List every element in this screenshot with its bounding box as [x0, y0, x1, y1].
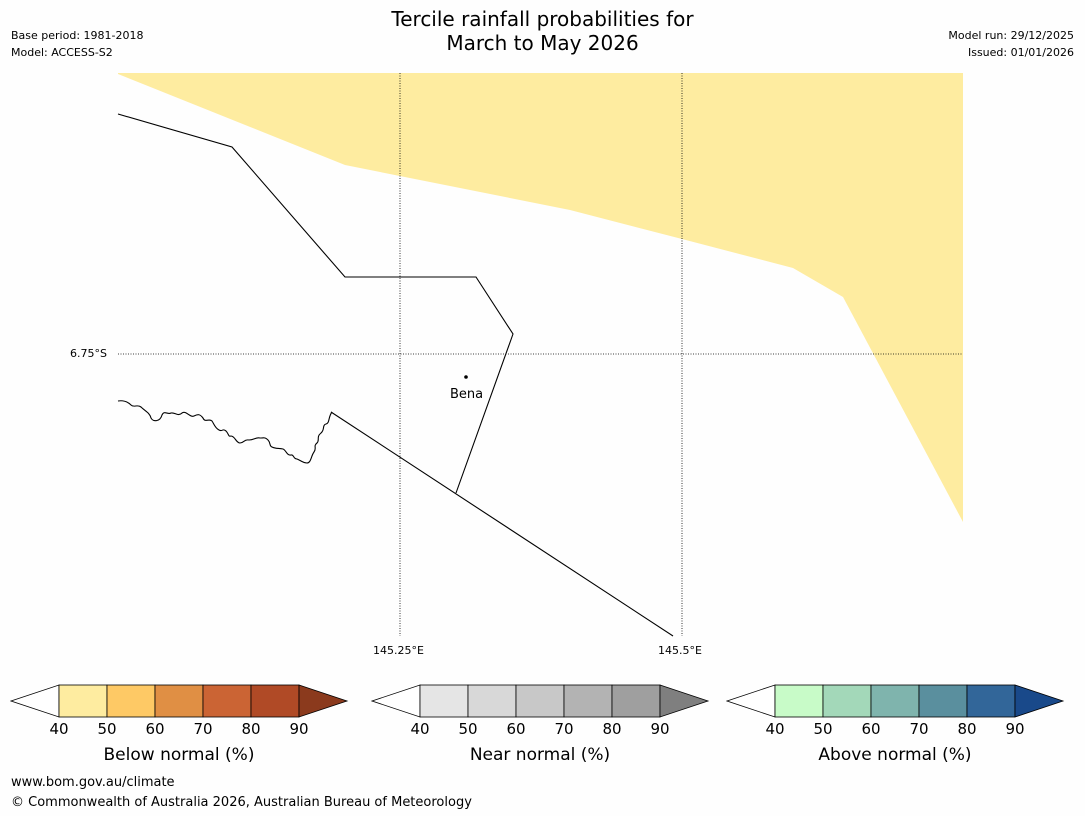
map-canvas: [117, 73, 963, 637]
town-marker: [464, 375, 468, 379]
province-boundary: [117, 113, 514, 494]
model-run: Model run: 29/12/2025: [948, 29, 1074, 42]
tick-label: 50: [97, 720, 117, 738]
tick-label: 70: [909, 720, 929, 738]
lon-label-1: 145.25°E: [373, 644, 424, 657]
tick-label: 40: [49, 720, 69, 738]
tick-label: 90: [289, 720, 309, 738]
issued-date: Issued: 01/01/2026: [967, 46, 1074, 59]
colorbar-extend-low: [371, 684, 421, 718]
colorbar-extend-low: [10, 684, 60, 718]
tick-label: 90: [1005, 720, 1025, 738]
lat-label: 6.75°S: [70, 347, 107, 360]
colorbar-near-label: Near normal (%): [469, 745, 611, 765]
tick-label: 90: [650, 720, 670, 738]
tick-label: 40: [765, 720, 785, 738]
tick-label: 60: [506, 720, 526, 738]
colorbar-segment: [467, 684, 517, 718]
colorbar-segment: [515, 684, 565, 718]
colorbar-segment: [966, 684, 1016, 718]
colorbar-segment: [419, 684, 469, 718]
town-label: Bena: [450, 387, 484, 402]
title-line-1: Tercile rainfall probabilities for: [391, 7, 694, 31]
colorbar-above-label: Above normal (%): [818, 745, 972, 765]
lon-label-2: 145.5°E: [658, 644, 702, 657]
tick-label: 70: [193, 720, 213, 738]
tick-label: 80: [241, 720, 261, 738]
province-boundary-south: [330, 411, 674, 637]
colorbar-segment: [822, 684, 872, 718]
colorbar-segment: [918, 684, 968, 718]
colorbar-above: [726, 684, 1065, 718]
river-line: [117, 400, 333, 464]
meta-left: Base period: 1981-2018 Model: ACCESS-S2: [11, 27, 143, 61]
model-name: Model: ACCESS-S2: [11, 46, 113, 59]
colorbar-segment: [250, 684, 300, 718]
colorbar-segment: [611, 684, 661, 718]
footer-copyright: © Commonwealth of Australia 2026, Austra…: [11, 795, 472, 810]
colorbar-below-label: Below normal (%): [103, 745, 255, 765]
colorbar-segment: [106, 684, 156, 718]
map-title: Tercile rainfall probabilities for March…: [0, 7, 1085, 55]
colorbar-extend-high: [298, 684, 349, 718]
tick-label: 80: [602, 720, 622, 738]
tick-label: 80: [957, 720, 977, 738]
colorbar-segment: [202, 684, 252, 718]
colorbar-segment: [563, 684, 613, 718]
tick-label: 40: [410, 720, 430, 738]
colorbar-segment: [870, 684, 920, 718]
meta-right: Model run: 29/12/2025 Issued: 01/01/2026: [948, 27, 1074, 61]
colorbar-extend-high: [659, 684, 710, 718]
tick-label: 60: [861, 720, 881, 738]
colorbar-extend-high: [1014, 684, 1065, 718]
colorbar-segment: [774, 684, 824, 718]
colorbar-segment: [154, 684, 204, 718]
colorbar-extend-low: [726, 684, 776, 718]
colorbar-below: [10, 684, 349, 718]
colorbar-near: [371, 684, 710, 718]
tick-label: 50: [813, 720, 833, 738]
below-normal-shading: [118, 73, 963, 522]
tick-label: 60: [145, 720, 165, 738]
tick-label: 70: [554, 720, 574, 738]
base-period: Base period: 1981-2018: [11, 29, 144, 42]
tick-label: 50: [458, 720, 478, 738]
title-line-2: March to May 2026: [446, 31, 639, 55]
footer-url: www.bom.gov.au/climate: [11, 775, 175, 790]
colorbar-segment: [58, 684, 108, 718]
